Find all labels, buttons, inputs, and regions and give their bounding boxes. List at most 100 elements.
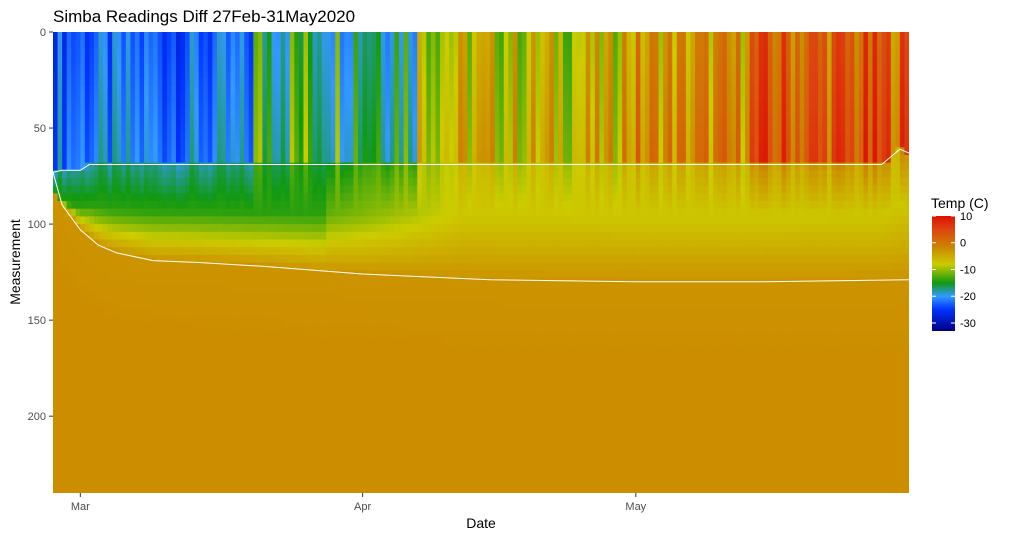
heatmap-cell [344, 231, 350, 241]
heatmap-cell [344, 462, 350, 471]
heatmap-cell [125, 354, 131, 363]
heatmap-cell [257, 216, 264, 225]
heatmap-cell [194, 185, 200, 194]
heatmap-cell [276, 139, 282, 148]
heatmap-cell [417, 131, 423, 141]
heatmap-cell [380, 277, 386, 287]
heatmap-cell [371, 239, 377, 248]
heatmap-cell [230, 377, 236, 387]
heatmap-cell [367, 316, 373, 325]
heatmap-cell [367, 262, 373, 271]
heatmap-cell [399, 477, 405, 486]
heatmap-cell [380, 293, 386, 302]
heatmap-cell [107, 400, 113, 410]
heatmap-cell [367, 293, 373, 302]
heatmap-cell [62, 108, 68, 118]
heatmap-cell [216, 231, 223, 241]
heatmap-cell [71, 108, 77, 118]
heatmap-cell [367, 147, 373, 156]
heatmap-cell [303, 300, 309, 310]
heatmap-cell [103, 377, 109, 387]
heatmap-cell [330, 462, 336, 471]
heatmap-cell [358, 454, 364, 463]
heatmap-cell [339, 462, 345, 471]
heatmap-cell [389, 93, 396, 102]
heatmap-cell [348, 231, 355, 241]
heatmap-cell [399, 101, 405, 110]
heatmap-cell [426, 339, 432, 348]
heatmap-cell [221, 247, 227, 256]
heatmap-cell [157, 347, 163, 356]
heatmap-cell [326, 32, 332, 41]
heatmap-cell [248, 131, 254, 141]
heatmap-cell [389, 477, 396, 486]
heatmap-cell [399, 32, 405, 41]
heatmap-cell [53, 454, 59, 463]
heatmap-cell [98, 55, 104, 64]
heatmap-cell [408, 39, 414, 48]
heatmap-cell [144, 316, 150, 325]
heatmap-cell [57, 439, 63, 448]
heatmap-cell [271, 124, 277, 133]
heatmap-cell [107, 162, 113, 171]
heatmap-cell [285, 393, 291, 402]
heatmap-cell [307, 70, 314, 79]
heatmap-cell [403, 485, 409, 493]
heatmap-cell [408, 385, 414, 394]
heatmap-cell [171, 262, 177, 271]
heatmap-cell [130, 254, 136, 264]
heatmap-cell [285, 231, 291, 241]
heatmap-cell [248, 231, 254, 241]
heatmap-cell [153, 462, 159, 471]
heatmap-cell [84, 362, 91, 371]
heatmap-cell [298, 55, 305, 64]
heatmap-cell [203, 285, 209, 294]
heatmap-cell [326, 154, 332, 164]
heatmap-cell [103, 78, 109, 87]
heatmap-cell [175, 170, 182, 179]
heatmap-cell [162, 300, 168, 310]
heatmap-cell [244, 385, 250, 394]
heatmap-cell [84, 477, 91, 486]
heatmap-cell [221, 323, 227, 333]
heatmap-cell [412, 416, 418, 425]
heatmap-cell [253, 385, 259, 394]
heatmap-cell [194, 370, 200, 379]
heatmap-cell [75, 323, 81, 333]
heatmap-cell [339, 308, 345, 317]
heatmap-cell [307, 439, 314, 448]
heatmap-cell [312, 270, 318, 279]
heatmap-cell [307, 285, 314, 294]
heatmap-cell [244, 177, 250, 187]
heatmap-cell [348, 154, 355, 164]
heatmap-cell [244, 300, 250, 310]
heatmap-cell [271, 147, 277, 156]
heatmap-cell [380, 254, 386, 264]
heatmap-cell [335, 277, 341, 287]
heatmap-cell [153, 78, 159, 87]
heatmap-cell [125, 370, 131, 379]
heatmap-cell [271, 385, 277, 394]
heatmap-cell [66, 201, 72, 210]
heatmap-cell [312, 285, 318, 294]
heatmap-cell [235, 277, 241, 287]
heatmap-cell [417, 85, 423, 95]
heatmap-cell [212, 285, 218, 294]
heatmap-cell [221, 300, 227, 310]
heatmap-cell [289, 446, 295, 456]
heatmap-cell [321, 377, 327, 387]
heatmap-cell [80, 70, 86, 79]
heatmap-cell [130, 247, 136, 256]
heatmap-cell [344, 70, 350, 79]
heatmap-cell [271, 139, 277, 148]
heatmap-cell [344, 408, 350, 417]
heatmap-cell [408, 446, 414, 456]
heatmap-cell [376, 254, 382, 264]
heatmap-cell [367, 485, 373, 493]
heatmap-cell [130, 47, 136, 56]
heatmap-cell [267, 454, 273, 463]
heatmap-cell [371, 385, 377, 394]
heatmap-cell [175, 116, 182, 125]
heatmap-cell [153, 362, 159, 371]
heatmap-cell [189, 439, 195, 448]
